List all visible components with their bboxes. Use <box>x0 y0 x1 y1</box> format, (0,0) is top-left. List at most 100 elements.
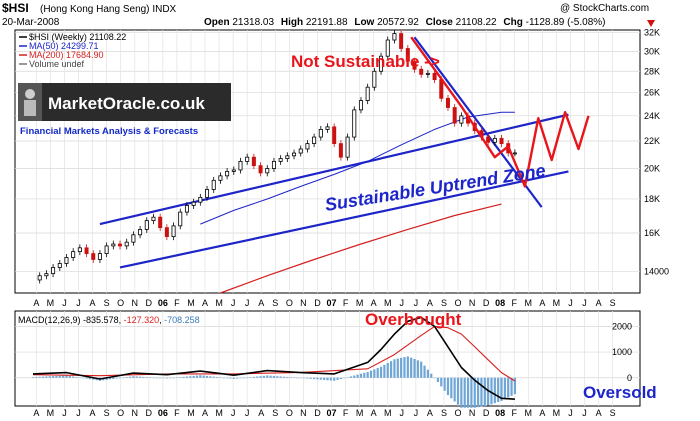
macd-histogram-bar <box>490 377 493 405</box>
price-y-tick-label: 16K <box>644 228 660 238</box>
month-tick-label: N <box>469 298 476 308</box>
price-candle <box>492 137 497 143</box>
macd-histogram-bar <box>75 377 78 378</box>
price-candle <box>111 243 116 247</box>
macd-histogram-bar <box>420 361 423 378</box>
price-candle <box>164 227 169 238</box>
month-tick-label: A <box>90 298 96 308</box>
price-candle <box>271 160 276 169</box>
macd-histogram-bar <box>215 377 219 378</box>
price-y-axis: 14000 16K 18K 20K 22K 24K 26K 28K 30K 32K <box>644 28 669 277</box>
month-tick-label: 08 <box>495 408 505 418</box>
macd-histogram-bar <box>450 377 453 399</box>
month-tick-label: N <box>300 408 307 418</box>
price-candle <box>379 55 384 72</box>
macd-histogram-bar <box>239 377 242 379</box>
macd-histogram-bar <box>58 375 61 378</box>
price-candle <box>191 201 196 206</box>
macd-histogram-bar <box>155 377 158 379</box>
macd-histogram-bar <box>212 376 215 378</box>
macd-histogram-bar <box>323 377 326 380</box>
price-candle <box>178 211 183 227</box>
price-candle <box>439 79 444 99</box>
month-tick-label: J <box>231 298 236 308</box>
macd-histogram-bar <box>272 375 276 378</box>
price-candle <box>372 70 377 88</box>
month-tick-label: J <box>245 298 250 308</box>
ma200-line <box>220 203 502 294</box>
month-tick-label: S <box>272 298 278 308</box>
price-candle <box>305 143 310 150</box>
price-candle <box>44 273 49 277</box>
macd-histogram-bar <box>236 377 239 379</box>
month-tick-label: O <box>286 298 293 308</box>
macd-histogram-bar <box>299 377 302 379</box>
macd-histogram-bar <box>319 377 322 380</box>
price-candle <box>218 175 223 181</box>
macd-histogram-bar <box>179 377 182 378</box>
month-tick-label: 08 <box>495 298 505 308</box>
month-tick-label: J <box>414 298 419 308</box>
price-candle <box>171 225 176 238</box>
macd-histogram-bar <box>192 375 195 378</box>
macd-histogram-bar <box>286 376 289 378</box>
macd-histogram-bar <box>393 359 396 378</box>
macd-histogram-bar <box>269 375 272 378</box>
logo-text: MarketOracle.co.uk <box>48 94 205 113</box>
legend-entry: MA(200) 17684.90 <box>29 50 104 60</box>
macd-histogram-bar <box>416 360 419 378</box>
ohlc-readout: Open 21318.03 High 22191.88 Low 20572.92… <box>204 17 605 28</box>
macd-histogram-bar <box>333 377 336 381</box>
macd-histogram-bar <box>497 377 500 403</box>
macd-histogram-bar <box>466 377 470 408</box>
price-y-tick-label: 14000 <box>644 267 669 277</box>
oversold-annotation: Oversold <box>583 383 657 402</box>
month-tick-label: M <box>553 408 561 418</box>
price-candle <box>184 205 189 213</box>
macd-histogram-bar <box>339 377 342 380</box>
month-tick-label: M <box>187 298 195 308</box>
price-candle <box>445 97 450 108</box>
macd-histogram-bar <box>443 377 446 391</box>
price-candle <box>64 257 69 264</box>
macd-histogram-bar <box>219 377 222 378</box>
month-tick-label: M <box>215 408 223 418</box>
price-y-tick-label: 24K <box>644 111 660 121</box>
macd-histogram-bar <box>41 376 45 378</box>
macd-histogram-bar <box>78 377 81 379</box>
price-candle <box>138 229 143 236</box>
macd-legend: MACD(12,26,9) -835.578, -127.320, -708.2… <box>18 315 200 325</box>
month-tick-label: O <box>117 298 124 308</box>
price-candle <box>57 263 62 268</box>
month-tick-label: F <box>511 298 517 308</box>
macd-y-axis: 0 1000 2000 <box>612 321 632 382</box>
price-series <box>37 30 517 284</box>
macd-histogram <box>31 356 517 408</box>
price-candle <box>37 275 42 281</box>
macd-histogram-bar <box>72 376 75 378</box>
month-tick-label: A <box>427 408 433 418</box>
macd-signal-line <box>32 325 516 382</box>
macd-histogram-bar <box>403 357 406 378</box>
month-tick-label: N <box>469 408 476 418</box>
month-tick-label: A <box>258 408 264 418</box>
month-tick-label: J <box>414 408 419 418</box>
price-candle <box>158 216 163 229</box>
macd-histogram-bar <box>379 366 383 378</box>
month-tick-label: A <box>258 298 264 308</box>
month-tick-label: S <box>610 298 616 308</box>
price-gridlines <box>15 30 640 293</box>
month-tick-label: N <box>131 408 138 418</box>
macd-histogram-bar <box>366 371 369 378</box>
month-tick-label: A <box>371 298 377 308</box>
macd-histogram-bar <box>423 365 426 378</box>
month-tick-label: J <box>400 298 405 308</box>
macd-histogram-bar <box>145 377 148 378</box>
macd-histogram-bar <box>175 377 179 378</box>
price-candle <box>205 189 210 198</box>
month-tick-label: 06 <box>158 408 168 418</box>
macd-y-tick-label: 0 <box>627 373 632 383</box>
price-candle <box>285 155 290 159</box>
month-tick-label: J <box>76 408 81 418</box>
month-tick-label: M <box>384 298 392 308</box>
